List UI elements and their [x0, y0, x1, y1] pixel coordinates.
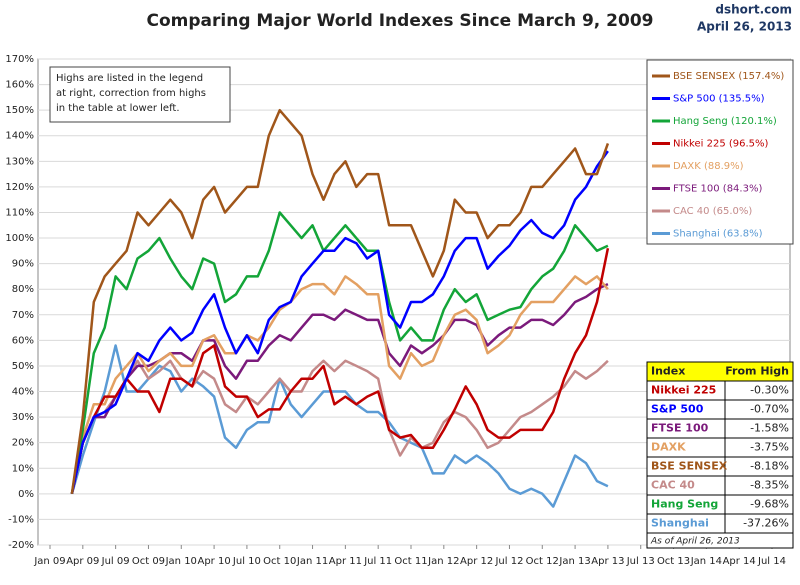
y-tick-label: 120% [5, 182, 34, 193]
x-tick-label: Jul 09 [101, 556, 130, 567]
series-line [70, 211, 609, 495]
y-tick-label: 0% [18, 489, 34, 500]
x-tick-label: Jul 10 [232, 556, 261, 567]
y-tick-label: 100% [5, 233, 34, 244]
x-tick-label: Jul 12 [494, 556, 523, 567]
x-tick-label: Jul 14 [757, 556, 786, 567]
legend-label: Shanghai (63.8%) [673, 229, 763, 240]
series-line [70, 108, 610, 494]
table-cell: -0.70% [750, 403, 789, 416]
x-tick-label: Jan 13 [558, 556, 590, 567]
series-line [70, 150, 609, 495]
x-tick-label: Jul 11 [363, 556, 392, 567]
legend-label: Nikkei 225 (96.5%) [673, 139, 769, 150]
annotation-text: Highs are listed in the legend [56, 73, 203, 84]
table-cell: -9.68% [750, 498, 789, 511]
table-cell: -3.75% [750, 441, 789, 454]
y-tick-label: -20% [8, 540, 34, 551]
table-note: As of April 26, 2013 [650, 537, 740, 547]
table-cell: -8.18% [750, 460, 789, 473]
x-tick-label: Jan 12 [427, 556, 459, 567]
source: dshort.com [715, 3, 792, 17]
table-cell: S&P 500 [651, 403, 704, 416]
table-cell: -0.30% [750, 384, 789, 397]
table-cell: Shanghai [651, 517, 709, 530]
x-tick-label: Apr 10 [197, 556, 230, 567]
table-cell: CAC 40 [651, 479, 695, 492]
series-line [70, 344, 609, 508]
y-tick-label: 10% [12, 463, 34, 474]
series-line [70, 359, 609, 495]
x-tick-label: Jan 11 [296, 556, 328, 567]
legend-label: S&P 500 (135.5%) [673, 94, 765, 105]
y-tick-label: 60% [12, 335, 34, 346]
table-cell: Hang Seng [651, 498, 718, 511]
table-cell: Nikkei 225 [651, 384, 716, 397]
y-tick-label: 30% [12, 412, 34, 423]
annotation-text: at right, correction from highs [56, 88, 206, 99]
x-tick-label: Apr 11 [329, 556, 362, 567]
legend-label: DAXK (88.9%) [673, 161, 744, 172]
y-tick-label: 70% [12, 310, 34, 321]
y-tick-label: 150% [5, 105, 34, 116]
x-tick-label: Apr 13 [591, 556, 624, 567]
y-tick-label: 110% [5, 207, 34, 218]
series-line [70, 275, 609, 495]
legend-label: BSE SENSEX (157.4%) [673, 71, 784, 82]
annotation-text: in the table at lower left. [56, 103, 180, 114]
table-cell: BSE SENSEX [651, 460, 728, 473]
table-header: From High [725, 365, 789, 378]
x-tick-label: Jan 14 [690, 556, 722, 567]
y-tick-label: 20% [12, 438, 34, 449]
table-cell: -1.58% [750, 422, 789, 435]
table-cell: -8.35% [750, 479, 789, 492]
table-header: Index [651, 365, 685, 378]
table-note-bg [646, 532, 794, 549]
x-tick-label: Apr 14 [723, 556, 756, 567]
y-tick-label: 80% [12, 284, 34, 295]
x-tick-label: Jan 10 [165, 556, 197, 567]
y-tick-label: -10% [8, 514, 34, 525]
legend-label: CAC 40 (65.0%) [673, 206, 752, 217]
x-tick-label: Oct 10 [263, 556, 296, 567]
legend-label: Hang Seng (120.1%) [673, 116, 777, 127]
y-tick-label: 50% [12, 361, 34, 372]
series-line [70, 248, 610, 495]
table-cell: -37.26% [743, 517, 789, 530]
x-tick-label: Oct 09 [132, 556, 165, 567]
x-tick-label: Jan 09 [33, 556, 65, 567]
y-tick-label: 90% [12, 259, 34, 270]
legend-label: FTSE 100 (84.3%) [673, 184, 762, 195]
legend-box [646, 59, 794, 245]
date: April 26, 2013 [697, 20, 792, 34]
annotation-box [49, 66, 231, 123]
x-tick-label: Oct 11 [394, 556, 427, 567]
chart-title: Comparing Major World Indexes Since Marc… [147, 11, 654, 31]
y-tick-label: 130% [5, 156, 34, 167]
y-tick-label: 170% [5, 54, 34, 65]
x-tick-label: Oct 13 [657, 556, 690, 567]
x-tick-label: Apr 09 [66, 556, 99, 567]
table-cell: FTSE 100 [651, 422, 709, 435]
table-cell: DAXK [651, 441, 686, 454]
y-tick-label: 40% [12, 387, 34, 398]
y-tick-label: 160% [5, 80, 34, 91]
y-tick-label: 140% [5, 131, 34, 142]
x-tick-label: Oct 12 [526, 556, 559, 567]
x-tick-label: Apr 12 [460, 556, 493, 567]
x-tick-label: Jul 13 [626, 556, 655, 567]
